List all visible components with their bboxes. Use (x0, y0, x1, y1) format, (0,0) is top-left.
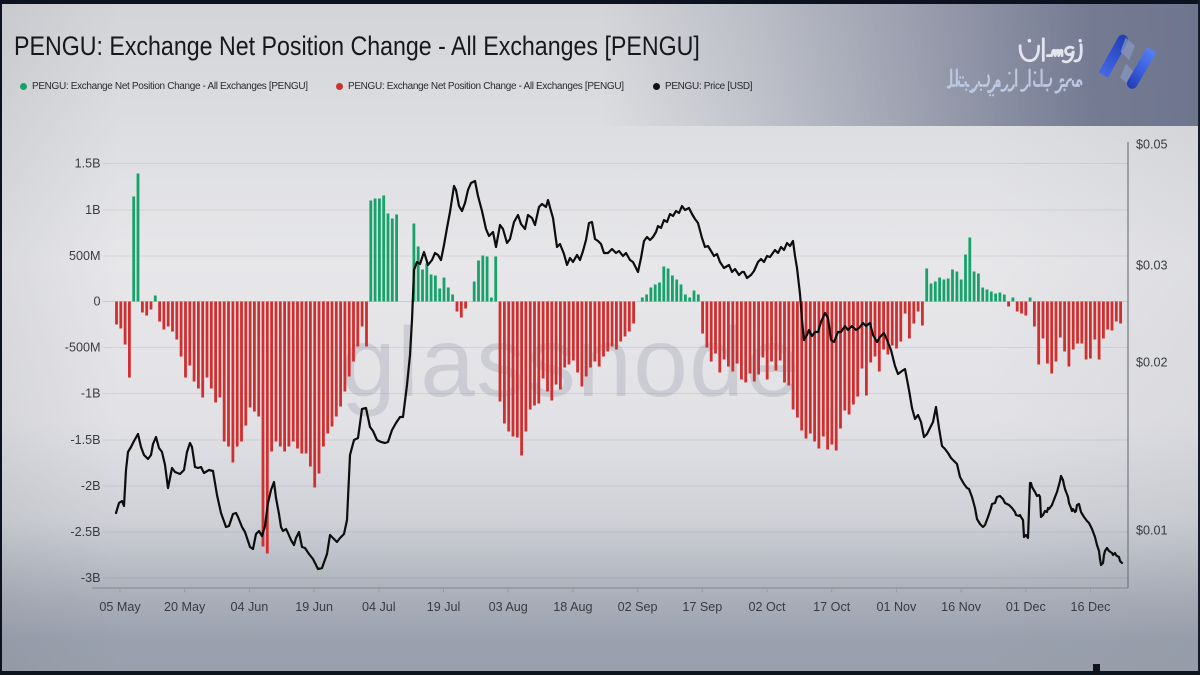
svg-text:19 Jul: 19 Jul (427, 600, 461, 614)
svg-text:$0.02: $0.02 (1136, 356, 1168, 370)
svg-text:17 Oct: 17 Oct (813, 600, 851, 614)
svg-text:-2B: -2B (81, 479, 101, 493)
svg-text:19 Jun: 19 Jun (295, 600, 333, 614)
svg-text:01 Dec: 01 Dec (1006, 600, 1046, 614)
svg-text:20 May: 20 May (164, 600, 206, 614)
svg-text:$0.01: $0.01 (1136, 524, 1168, 538)
svg-text:04 Jun: 04 Jun (230, 600, 268, 614)
svg-text:$0.03: $0.03 (1136, 259, 1168, 273)
svg-text:-1B: -1B (81, 387, 101, 401)
svg-text:16 Dec: 16 Dec (1071, 600, 1111, 614)
svg-text:1B: 1B (85, 203, 100, 217)
svg-text:17 Sep: 17 Sep (682, 600, 722, 614)
svg-text:-2.5B: -2.5B (70, 525, 100, 539)
svg-text:$0.05: $0.05 (1136, 138, 1168, 152)
svg-text:02 Sep: 02 Sep (618, 600, 658, 614)
svg-text:16 Nov: 16 Nov (941, 600, 982, 614)
svg-text:03 Aug: 03 Aug (489, 600, 528, 614)
svg-text:18 Aug: 18 Aug (553, 600, 592, 614)
svg-text:-3B: -3B (81, 571, 101, 585)
svg-text:04 Jul: 04 Jul (362, 600, 396, 614)
svg-text:-1.5B: -1.5B (70, 433, 100, 447)
svg-text:1.5B: 1.5B (75, 157, 101, 171)
svg-text:500M: 500M (69, 249, 101, 263)
svg-text:-500M: -500M (65, 341, 101, 355)
svg-text:01 Nov: 01 Nov (876, 600, 917, 614)
svg-text:02 Oct: 02 Oct (748, 600, 786, 614)
svg-text:05 May: 05 May (99, 600, 141, 614)
svg-text:0: 0 (93, 295, 100, 309)
